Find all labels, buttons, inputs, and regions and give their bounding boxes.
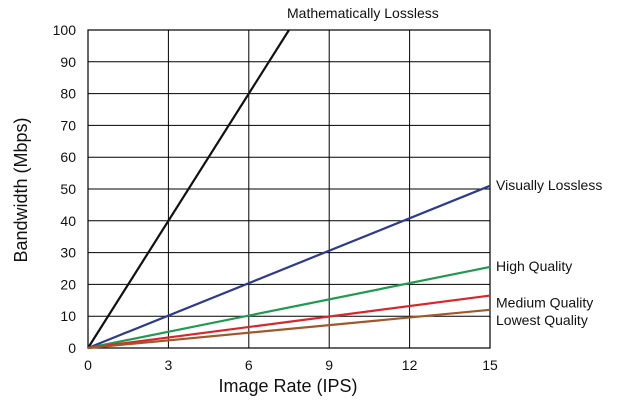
y-tick-label: 100 xyxy=(53,22,77,38)
series-label: High Quality xyxy=(496,258,572,274)
y-tick-label: 70 xyxy=(60,117,76,133)
series-labels: Mathematically Lossless Visually Lossless… xyxy=(287,5,602,328)
x-tick-label: 6 xyxy=(245,357,253,373)
y-tick-label: 20 xyxy=(60,276,76,292)
y-tick-label: 10 xyxy=(60,308,76,324)
x-axis-title: Image Rate (IPS) xyxy=(218,376,357,396)
x-tick-label: 12 xyxy=(402,357,418,373)
series-label: Lowest Quality xyxy=(496,312,588,328)
y-axis-title: Bandwidth (Mbps) xyxy=(11,117,31,262)
series-label: Visually Lossless xyxy=(496,177,602,193)
series-line xyxy=(87,265,491,350)
series-lines xyxy=(87,29,491,350)
series-label: Medium Quality xyxy=(496,295,593,311)
series-line xyxy=(87,29,290,349)
series-line xyxy=(87,184,491,350)
y-tick-label: 30 xyxy=(60,245,76,261)
y-tick-label: 50 xyxy=(60,181,76,197)
x-tick-label: 15 xyxy=(482,357,498,373)
y-tick-label: 80 xyxy=(60,86,76,102)
tick-labels: 0 10 20 30 40 50 60 70 80 90 100 0 3 6 9 12 15 xyxy=(53,22,498,373)
series-line xyxy=(87,308,491,350)
series-line xyxy=(87,294,491,350)
y-tick-label: 90 xyxy=(60,54,76,70)
y-tick-label: 60 xyxy=(60,149,76,165)
y-tick-label: 0 xyxy=(68,340,76,356)
x-tick-label: 9 xyxy=(325,357,333,373)
grid-layer xyxy=(87,29,491,349)
x-tick-label: 3 xyxy=(165,357,173,373)
y-tick-label: 40 xyxy=(60,213,76,229)
series-label: Mathematically Lossless xyxy=(287,5,439,21)
x-tick-label: 0 xyxy=(84,357,92,373)
